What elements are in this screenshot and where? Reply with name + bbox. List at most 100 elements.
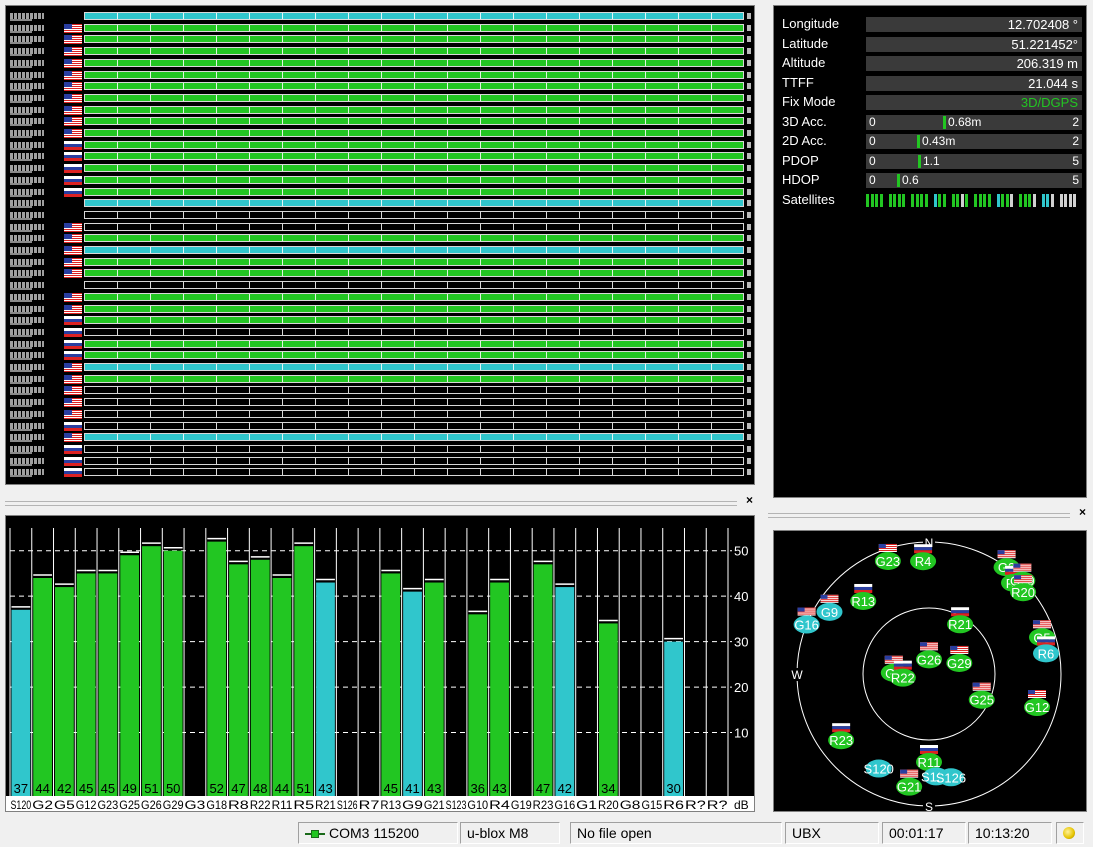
satellite-usage-tick — [1028, 193, 1031, 207]
sky-satellite-marker — [916, 753, 942, 771]
channel-sublabel — [10, 171, 32, 174]
tracking-row — [6, 163, 751, 174]
sky-satellite[interactable]: G12 — [1023, 690, 1050, 717]
sky-satellite[interactable]: R20 — [1010, 575, 1037, 602]
flag-stripe — [1005, 571, 1024, 575]
flag-us-icon — [64, 292, 82, 302]
flag-stripe — [997, 552, 1016, 554]
flag-ru-icon — [920, 745, 938, 748]
status-clock: 10:13:20 — [968, 822, 1052, 844]
tracking-row — [6, 362, 751, 373]
tracking-indicator — [747, 364, 751, 370]
close-pane-button[interactable]: × — [745, 493, 753, 507]
sky-satellite[interactable]: R6 — [1032, 636, 1059, 663]
flag-stripe — [950, 649, 969, 651]
sky-satellite[interactable]: S126 — [936, 768, 966, 787]
tracking-bar — [84, 339, 744, 348]
sky-satellite[interactable]: R4 — [910, 544, 937, 571]
sky-cardinal-s: S — [925, 800, 933, 811]
sky-satellite[interactable]: G16 — [793, 607, 820, 634]
tracking-indicator — [747, 469, 751, 476]
channel-sublabel — [10, 463, 32, 466]
channel-label — [10, 106, 44, 113]
tracking-row — [6, 257, 751, 268]
flag-stripe — [997, 550, 1016, 552]
flag-canton — [1014, 575, 1022, 580]
flag-us-icon — [64, 82, 82, 92]
flag-stripe — [820, 600, 839, 602]
tracking-bar — [84, 70, 744, 79]
tracking-row — [6, 93, 751, 104]
tracking-bar — [84, 327, 744, 336]
tracking-indicator — [747, 188, 751, 195]
flag-us-icon — [1032, 620, 1051, 629]
tracking-bar — [84, 47, 744, 56]
gauge-label: PDOP — [782, 152, 819, 168]
status-bar: COM3 115200 u-blox M8 No file open UBX 0… — [0, 819, 1093, 847]
channel-label — [10, 223, 44, 230]
sky-satellite[interactable]: G9 — [816, 594, 843, 621]
sky-satellite[interactable]: R22 — [889, 660, 916, 687]
signal-xtick-label: S126 — [337, 798, 358, 811]
sky-satellite[interactable]: R13 — [850, 583, 877, 610]
status-port[interactable]: COM3 115200 — [298, 822, 458, 844]
sky-satellite[interactable]: G21 — [896, 769, 923, 796]
channel-sublabel — [10, 405, 32, 408]
flag-us-icon — [64, 386, 82, 396]
sky-satellite[interactable]: G29 — [946, 645, 973, 672]
flag-canton — [820, 594, 828, 599]
signal-xtick-label: R8 — [228, 798, 249, 811]
tracking-bar — [84, 222, 744, 231]
sky-satellite-label: R21 — [948, 617, 972, 632]
flag-us-icon — [64, 374, 82, 384]
signal-bar-value: 45 — [384, 781, 398, 796]
tracking-row — [6, 280, 751, 291]
tracking-bar — [84, 316, 744, 325]
satellite-usage-tick — [875, 193, 878, 207]
sky-satellite-marker — [1032, 644, 1059, 663]
close-skyview-button[interactable]: × — [1078, 505, 1086, 519]
tracking-indicator — [747, 211, 751, 218]
channel-sublabel — [10, 124, 32, 127]
channel-label — [10, 422, 44, 429]
sky-satellite[interactable]: S120 — [864, 759, 894, 778]
sky-satellite[interactable]: R11 — [916, 745, 942, 771]
tracking-row — [6, 70, 751, 81]
flag-stripe — [920, 644, 938, 646]
signal-bar-value: 43 — [492, 781, 506, 796]
channel-sublabel — [10, 217, 32, 220]
flag-stripe — [1013, 567, 1032, 569]
flag-stripe — [1027, 690, 1046, 692]
splitter-right[interactable]: × — [768, 505, 1086, 522]
satellite-usage-tick — [911, 193, 914, 207]
flag-stripe — [1032, 620, 1051, 622]
gauge-min: 0 — [869, 134, 876, 148]
tracking-row — [6, 128, 751, 139]
sky-satellite[interactable]: R23 — [828, 723, 855, 750]
tracking-indicator — [747, 94, 751, 101]
sky-satellite[interactable]: G23 — [874, 543, 901, 570]
sky-satellite[interactable]: R21 — [947, 607, 974, 634]
tracking-indicator — [747, 270, 751, 277]
sky-satellite[interactable]: G26 — [916, 642, 942, 669]
signal-ytick-label: 30 — [734, 635, 748, 650]
tracking-row — [6, 292, 751, 303]
channel-label — [10, 387, 44, 394]
flag-stripe — [1014, 581, 1033, 583]
splitter-left[interactable]: × — [5, 493, 753, 510]
channel-label — [10, 200, 44, 207]
channel-sublabel — [10, 334, 32, 337]
channel-sublabel — [10, 241, 32, 244]
channel-label — [10, 130, 44, 136]
port-label: COM3 115200 — [329, 825, 420, 841]
satellite-usage-tick — [996, 193, 1000, 207]
flag-stripe — [972, 686, 991, 688]
sky-satellite-label: G29 — [947, 656, 972, 671]
info-value-box: 3D/DGPS — [866, 95, 1082, 110]
tracking-row — [6, 210, 751, 221]
signal-bar-value: 42 — [57, 781, 71, 796]
channel-label — [10, 153, 44, 160]
gauge-value-text: 0.43m — [922, 134, 956, 148]
channel-sublabel — [10, 253, 32, 255]
sky-satellite[interactable]: G25 — [968, 682, 995, 709]
